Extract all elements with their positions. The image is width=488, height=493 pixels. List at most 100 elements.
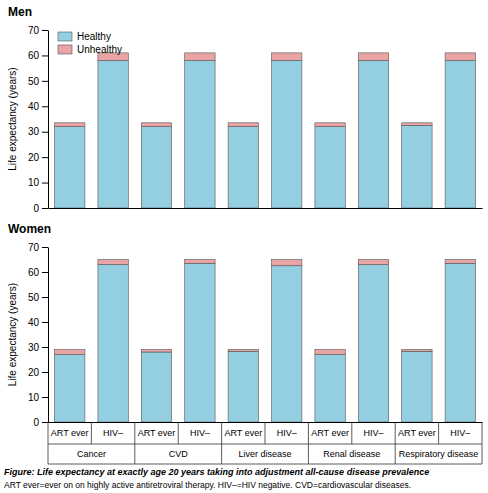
- chart-panel: 010203040506070MenLife expectancy (years…: [7, 5, 483, 214]
- figure: 0 10 20 30 40 50 60 70 Men Life expectancy (years…: [0, 0, 488, 493]
- bar-segment: [55, 355, 85, 423]
- group-label: Respiratory disease: [399, 449, 479, 459]
- tick-label: ART ever: [51, 428, 89, 438]
- legend-item: Unhealthy: [58, 44, 122, 55]
- tick-label: ART ever: [311, 428, 349, 438]
- tick-mark: [42, 55, 48, 56]
- group-label: Renal disease: [323, 449, 380, 459]
- bar-segment: [402, 125, 432, 208]
- tick: HIV–: [277, 428, 297, 438]
- legend-label: Healthy: [77, 31, 111, 42]
- bar-segment: [185, 53, 215, 61]
- separator: [134, 422, 135, 464]
- bar-segment: [272, 61, 302, 208]
- bar-segment: [141, 127, 171, 208]
- axis-line: [48, 248, 49, 423]
- tick-mark: [42, 247, 48, 248]
- separator: [395, 422, 396, 464]
- tick-mark: [42, 272, 48, 273]
- bar-segment: [272, 260, 302, 266]
- tick-label: 40: [28, 317, 40, 328]
- bar-segment: [98, 61, 128, 208]
- tick-mark: [42, 132, 48, 133]
- tick-mark: [42, 208, 48, 209]
- bar-segment: [55, 123, 85, 127]
- group-label: Cancer: [77, 449, 106, 459]
- tick: 50: [28, 76, 48, 87]
- tick-label: 50: [28, 292, 40, 303]
- tick-label: 0: [33, 203, 39, 214]
- tick: 40: [28, 317, 48, 328]
- tick-mark: [42, 30, 48, 31]
- tick: ART ever: [311, 428, 349, 438]
- group-label: Liver disease: [238, 449, 291, 459]
- axis-line: [48, 31, 49, 209]
- chart-title: Women: [8, 222, 51, 236]
- tick-mark: [42, 372, 48, 373]
- tick-label: HIV–: [277, 428, 297, 438]
- bar-segment: [445, 260, 475, 264]
- legend-swatch: [58, 45, 72, 54]
- tick-mark: [42, 157, 48, 158]
- bar-segment: [315, 123, 345, 127]
- separator: [178, 422, 179, 444]
- tick-label: ART ever: [138, 428, 176, 438]
- caption-note: ART ever=ever on on highly active antire…: [4, 480, 411, 490]
- group-label: CVD: [169, 449, 189, 459]
- y-axis: 010203040506070: [28, 25, 49, 214]
- bar-segment: [185, 260, 215, 264]
- tick-label: 10: [28, 392, 40, 403]
- tick-mark: [42, 81, 48, 82]
- bar-segment: [185, 263, 215, 422]
- tick-mark: [42, 297, 48, 298]
- y-axis-title: Life expectancy (years): [7, 283, 18, 386]
- tick: 50: [28, 292, 48, 303]
- tick: 60: [28, 50, 48, 61]
- caption-title: Figure: Life expectancy at exactly age 2…: [4, 467, 429, 477]
- separator: [482, 422, 483, 464]
- bar-segment: [402, 350, 432, 352]
- bars: [55, 53, 476, 208]
- tick-label: 0: [33, 417, 39, 428]
- bar-segment: [141, 123, 171, 127]
- separator: [48, 422, 49, 464]
- legend-label: Unhealthy: [77, 44, 122, 55]
- bar-segment: [445, 53, 475, 61]
- tick: ART ever: [398, 428, 436, 438]
- tick: 10: [28, 177, 48, 188]
- legend-swatch: [58, 32, 72, 41]
- y-axis-title: Life expectancy (years): [7, 67, 18, 170]
- tick: HIV–: [363, 428, 383, 438]
- bar-segment: [141, 352, 171, 422]
- tick-mark: [42, 397, 48, 398]
- tick-label: 30: [28, 126, 40, 137]
- tick-label: ART ever: [398, 428, 436, 438]
- chart-panel: 010203040506070ART everHIV–ART everHIV–A…: [7, 222, 483, 464]
- bar-segment: [185, 61, 215, 208]
- tick-label: HIV–: [450, 428, 470, 438]
- chart-title: Men: [8, 5, 32, 19]
- tick-label: 10: [28, 177, 40, 188]
- group-separators: [48, 422, 482, 464]
- legend: Healthy Unhealthy: [58, 31, 122, 55]
- tick: 0: [33, 417, 48, 428]
- tick: ART ever: [224, 428, 262, 438]
- tick: 70: [28, 242, 48, 253]
- tick: HIV–: [450, 428, 470, 438]
- bar-segment: [228, 351, 258, 422]
- tick: HIV–: [103, 428, 123, 438]
- separator: [91, 422, 92, 444]
- separator: [221, 422, 222, 464]
- bars: [55, 260, 476, 423]
- bar-segment: [228, 123, 258, 127]
- tick-mark: [42, 183, 48, 184]
- tick: 0: [33, 203, 48, 214]
- tick-mark: [42, 422, 48, 423]
- tick: 20: [28, 367, 48, 378]
- tick: ART ever: [138, 428, 176, 438]
- bar-segment: [402, 351, 432, 422]
- tick-label: HIV–: [103, 428, 123, 438]
- bar-segment: [358, 265, 388, 423]
- tick: 40: [28, 101, 48, 112]
- tick: 10: [28, 392, 48, 403]
